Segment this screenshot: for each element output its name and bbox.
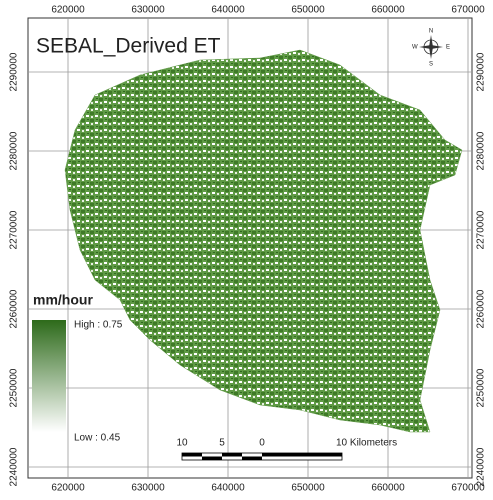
scale-label: 5 <box>219 438 225 449</box>
y-coord-label: 2240000 <box>476 447 487 486</box>
legend-low: Low : 0.45 <box>74 433 121 444</box>
x-coord-label: 660000 <box>371 483 405 494</box>
y-coord-label: 2280000 <box>9 131 20 170</box>
x-coord-label: 650000 <box>291 5 325 16</box>
y-coord-label: 2290000 <box>476 52 487 91</box>
y-coord-label: 2240000 <box>9 447 20 486</box>
x-coord-label: 640000 <box>211 5 245 16</box>
x-coord-label: 620000 <box>51 5 85 16</box>
y-coord-label: 2280000 <box>476 131 487 170</box>
y-coord-label: 2260000 <box>476 289 487 328</box>
x-coord-label: 660000 <box>371 5 405 16</box>
legend-title: mm/hour <box>33 292 93 308</box>
x-coord-label: 630000 <box>131 5 165 16</box>
scale-label: 10 <box>176 438 188 449</box>
south-label: S <box>429 62 433 68</box>
x-coord-label: 650000 <box>291 483 325 494</box>
y-coord-label: 2250000 <box>9 368 20 407</box>
scale-label: 10 Kilometers <box>336 438 397 449</box>
x-coord-label: 670000 <box>451 5 485 16</box>
map-title: SEBAL_Derived ET <box>36 35 221 58</box>
scale-label: 0 <box>259 438 265 449</box>
y-coord-label: 2290000 <box>9 52 20 91</box>
x-coord-label: 620000 <box>51 483 85 494</box>
y-coord-label: 2250000 <box>476 368 487 407</box>
legend-high: High : 0.75 <box>74 320 123 331</box>
legend-ramp <box>32 320 66 432</box>
x-coord-label: 640000 <box>211 483 245 494</box>
x-coord-label: 630000 <box>131 483 165 494</box>
east-label: E <box>446 45 450 51</box>
map-page: SEBAL_Derived ET N S E W mm/hour High : … <box>0 0 493 500</box>
y-coord-label: 2260000 <box>9 289 20 328</box>
y-coord-label: 2270000 <box>9 210 20 249</box>
west-label: W <box>412 45 418 51</box>
y-coord-label: 2270000 <box>476 210 487 249</box>
north-label: N <box>429 29 433 35</box>
